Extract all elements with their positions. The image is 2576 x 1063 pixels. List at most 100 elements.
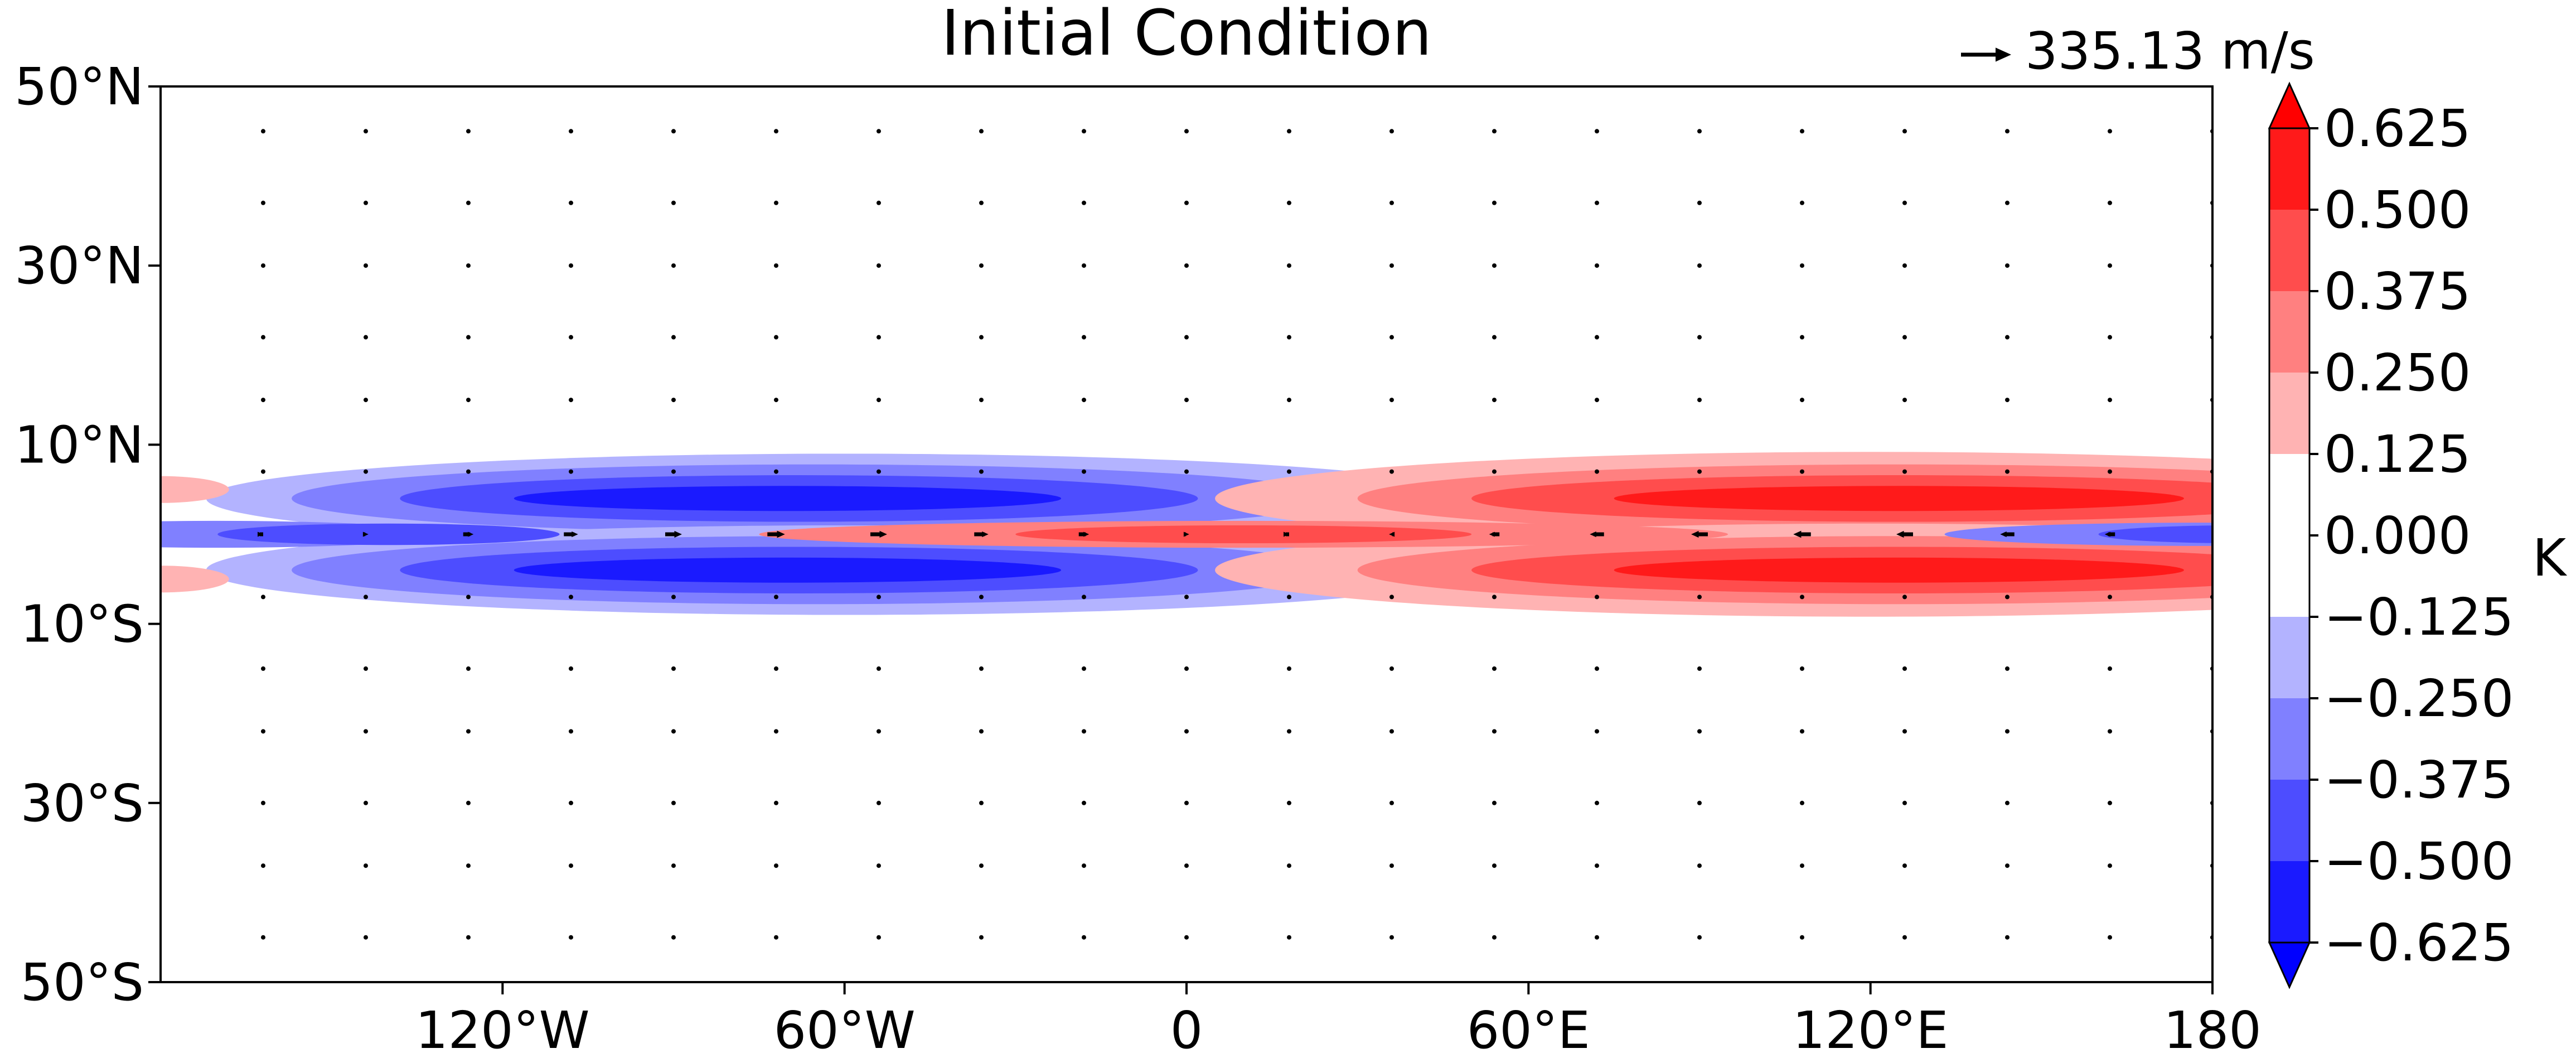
vector-dot [569, 335, 573, 340]
vector-dot [1184, 595, 1189, 600]
vector-dot [774, 263, 778, 268]
colorbar-segment [2269, 617, 2309, 698]
vector-dot [1697, 129, 1702, 134]
vector-dot [774, 335, 778, 340]
vector-dot [1184, 729, 1189, 734]
edge-warm-patch-north [161, 476, 229, 503]
vector-dot [364, 666, 368, 671]
vector-dot [569, 666, 573, 671]
vector-dot [1389, 200, 1394, 205]
vector-dot [1287, 129, 1291, 134]
vector-dot [1902, 800, 1907, 805]
wind-vector [1284, 532, 1289, 537]
vector-dot [1800, 469, 1804, 474]
vector-dot [1492, 935, 1497, 940]
map-plot-area: 120°W 60°W 0 60°E 120°E 180 50°N 30°N 10°N 10°S 3… [14, 57, 2262, 1060]
vector-dot [261, 129, 265, 134]
equatorial-cold-west-core [217, 523, 560, 545]
vector-dot [2005, 398, 2010, 403]
vector-dot [569, 129, 573, 134]
vector-dot [1697, 398, 1702, 403]
equatorial-warm-core [1015, 525, 1472, 544]
vector-dot [1492, 800, 1497, 805]
vector-dot [261, 935, 265, 940]
vector-dot [774, 800, 778, 805]
vector-dot [1800, 863, 1804, 868]
vector-dot [2005, 666, 2010, 671]
wind-vector [258, 532, 263, 537]
vector-dot [877, 335, 881, 340]
vector-dot [1389, 335, 1394, 340]
vector-dot [1492, 469, 1497, 474]
colorbar-segment [2269, 291, 2309, 373]
colorbar-segment [2269, 535, 2309, 617]
vector-dot [1082, 729, 1086, 734]
vector-dot [261, 469, 265, 474]
vector-dot [569, 595, 573, 600]
vector-dot [671, 666, 676, 671]
vector-dot [1595, 729, 1599, 734]
vector-key-arrow [1961, 47, 2011, 62]
vector-dot [569, 800, 573, 805]
vector-dot [1595, 398, 1599, 403]
vector-dot [2108, 263, 2112, 268]
vector-dot [1492, 335, 1497, 340]
wind-vectors [258, 129, 2212, 940]
vector-dot [1082, 469, 1086, 474]
vector-dot [1184, 398, 1189, 403]
colorbar-segment [2269, 210, 2309, 291]
vector-dot [261, 666, 265, 671]
colorbar-tick-label: −0.625 [2324, 913, 2514, 973]
colorbar-tick-label: 0.250 [2324, 343, 2471, 403]
vector-dot [2108, 800, 2112, 805]
vector-dot [1902, 666, 1907, 671]
x-axis: 120°W 60°W 0 60°E 120°E 180 [415, 982, 2262, 1060]
vector-dot [1697, 200, 1702, 205]
vector-dot [1902, 129, 1907, 134]
x-tick-label: 60°E [1467, 1001, 1590, 1060]
vector-dot [1492, 729, 1497, 734]
vector-dot [2005, 129, 2010, 134]
vector-dot [466, 200, 471, 205]
vector-dot [1184, 263, 1189, 268]
vector-dot [774, 129, 778, 134]
vector-dot [2005, 263, 2010, 268]
vector-dot [1697, 863, 1702, 868]
vector-dot [1389, 263, 1394, 268]
vector-dot [1082, 129, 1086, 134]
vector-dot [1184, 200, 1189, 205]
vector-dot [1800, 595, 1804, 600]
edge-warm-patch-south [161, 566, 229, 593]
vector-dot [261, 595, 265, 600]
x-tick-label: 180 [2163, 1001, 2262, 1060]
vector-key-label: 335.13 m/s [2025, 21, 2315, 81]
wind-vector [1078, 532, 1090, 537]
wind-vector [2000, 531, 2015, 538]
vector-dot [877, 263, 881, 268]
wind-vector [463, 532, 474, 537]
vector-dot [2005, 469, 2010, 474]
vector-dot [774, 469, 778, 474]
vector-dot [1595, 335, 1599, 340]
vector-dot [979, 469, 984, 474]
vector-dot [1287, 263, 1291, 268]
vector-dot [1389, 129, 1394, 134]
cold-contour-level-4 [514, 486, 1062, 511]
vector-dot [1287, 469, 1291, 474]
vector-dot [1595, 935, 1599, 940]
colorbar-segment [2269, 780, 2309, 861]
vector-dot [261, 863, 265, 868]
vector-dot [1902, 398, 1907, 403]
vector-dot [2005, 200, 2010, 205]
vector-dot [1595, 595, 1599, 600]
vector-dot [671, 800, 676, 805]
vector-dot [2108, 398, 2112, 403]
vector-dot [1800, 729, 1804, 734]
vector-dot [466, 729, 471, 734]
vector-dot [2005, 595, 2010, 600]
vector-dot [364, 129, 368, 134]
vector-dot [2108, 935, 2112, 940]
vector-dot [1082, 666, 1086, 671]
vector-dot [1492, 666, 1497, 671]
